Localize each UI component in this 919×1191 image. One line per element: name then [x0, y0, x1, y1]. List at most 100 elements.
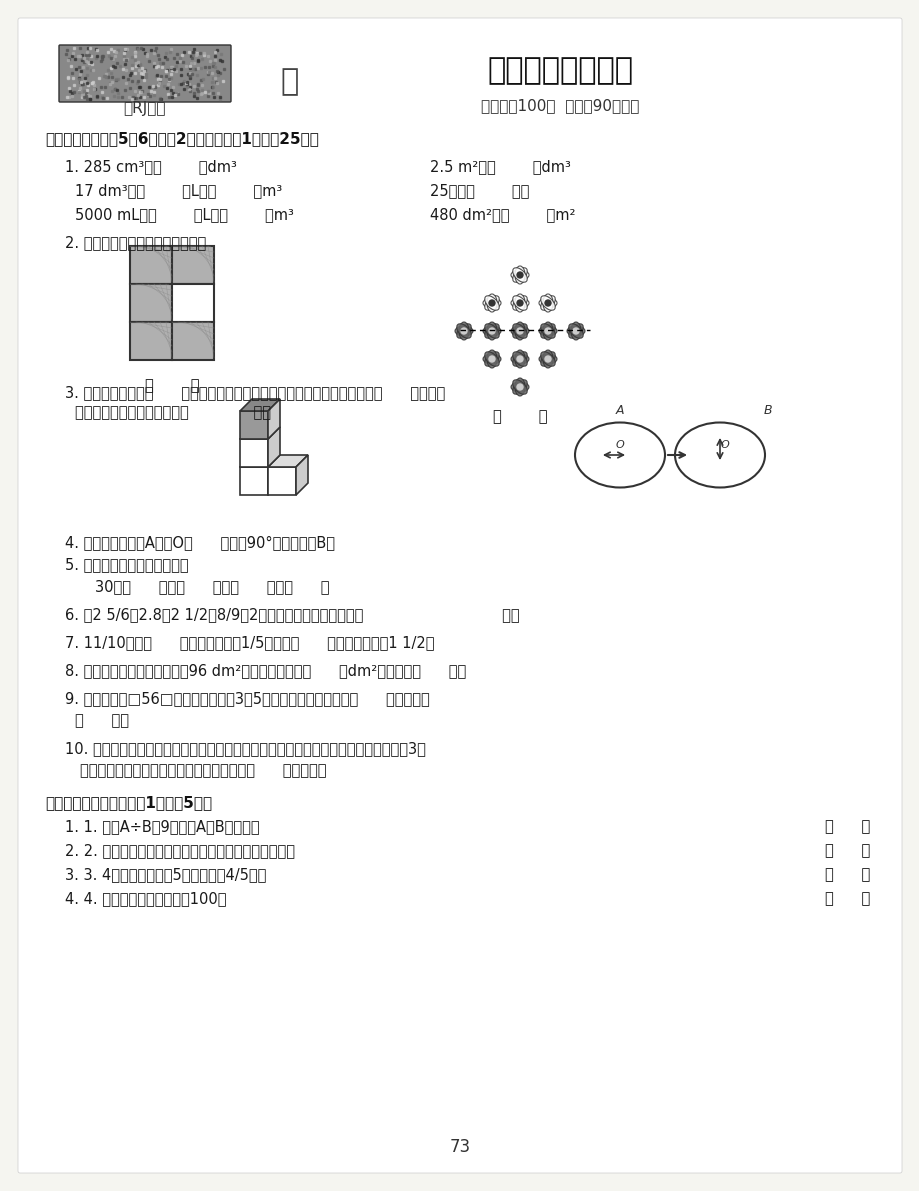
Ellipse shape	[512, 351, 527, 367]
Ellipse shape	[568, 324, 583, 338]
Ellipse shape	[482, 326, 501, 336]
Text: 2. 用分数表示下图中的阴影部分。: 2. 用分数表示下图中的阴影部分。	[65, 235, 206, 250]
Ellipse shape	[486, 322, 496, 339]
Text: 7. 11/10去掉（      ）个分数单位是1/5，增加（      ）个分数单位是1 1/2。: 7. 11/10去掉（ ）个分数单位是1/5，增加（ ）个分数单位是1 1/2。	[65, 635, 434, 650]
Polygon shape	[267, 455, 308, 467]
Text: 30＝（      ）＋（      ）＝（      ）－（      ）: 30＝（ ）＋（ ）＝（ ）－（ ）	[95, 579, 329, 594]
Circle shape	[489, 300, 494, 306]
Text: 3. 3. 4米长的铁丝分成5段，每段长4/5米。: 3. 3. 4米长的铁丝分成5段，每段长4/5米。	[65, 867, 267, 883]
Polygon shape	[267, 455, 279, 495]
Ellipse shape	[482, 298, 501, 308]
Ellipse shape	[540, 351, 555, 367]
Ellipse shape	[542, 322, 552, 339]
Ellipse shape	[455, 326, 472, 336]
Text: O: O	[615, 439, 624, 450]
Text: （      ）: （ ）	[823, 867, 869, 883]
Ellipse shape	[484, 351, 499, 367]
Text: 10. 陶叔叔生产了一批零件，其中有一个是次品（略轻一些）。如果用天平称，至少称3次: 10. 陶叔叔生产了一批零件，其中有一个是次品（略轻一些）。如果用天平称，至少称…	[65, 741, 425, 756]
Ellipse shape	[512, 295, 527, 311]
Circle shape	[516, 384, 522, 389]
Text: 480 dm²＝（        ）m²: 480 dm²＝（ ）m²	[429, 207, 575, 222]
Text: 6. 将2 5/6、2.8、2 1/2、8/9、2按从大到小的顺序排列是（                              ）。: 6. 将2 5/6、2.8、2 1/2、8/9、2按从大到小的顺序排列是（ ）。	[65, 607, 519, 622]
Ellipse shape	[510, 354, 528, 364]
Ellipse shape	[540, 295, 555, 311]
Ellipse shape	[540, 324, 555, 338]
Ellipse shape	[484, 324, 499, 338]
Text: （      ）。: （ ）。	[75, 713, 129, 728]
Text: （满分：100分  时间：90分钟）: （满分：100分 时间：90分钟）	[481, 98, 639, 113]
Text: （      ）: （ ）	[823, 843, 869, 858]
Ellipse shape	[540, 324, 555, 338]
Text: （        ）: （ ）	[144, 378, 199, 393]
Circle shape	[489, 328, 494, 333]
Circle shape	[516, 356, 522, 362]
Text: 9. 一个四位数□56□，要使它同时是3和5的倍数，这个数最大是（      ），最小是: 9. 一个四位数□56□，要使它同时是3和5的倍数，这个数最大是（ ），最小是	[65, 691, 429, 706]
Bar	[172, 322, 214, 360]
Ellipse shape	[512, 324, 527, 338]
Ellipse shape	[574, 423, 664, 487]
FancyBboxPatch shape	[18, 18, 901, 1173]
Ellipse shape	[484, 324, 499, 338]
Ellipse shape	[456, 324, 471, 338]
Text: 4. 右上图中，图形A绕点O（      ）旋转90°就得到图形B。: 4. 右上图中，图形A绕点O（ ）旋转90°就得到图形B。	[65, 535, 335, 550]
FancyBboxPatch shape	[59, 45, 231, 102]
Ellipse shape	[515, 350, 525, 368]
Circle shape	[544, 328, 550, 333]
Ellipse shape	[571, 322, 581, 339]
Ellipse shape	[515, 294, 525, 312]
Text: 5. 在括号里填上适当的质数。: 5. 在括号里填上适当的质数。	[65, 557, 188, 572]
Ellipse shape	[512, 351, 527, 367]
Polygon shape	[296, 455, 308, 495]
Text: 保证可以找出这个次品。陶叔叔最多生产了（      ）个零件。: 保证可以找出这个次品。陶叔叔最多生产了（ ）个零件。	[80, 763, 326, 778]
Ellipse shape	[510, 382, 528, 392]
Text: （      ）: （ ）	[823, 819, 869, 834]
Text: 17 dm³＝（        ）L＝（        ）m³: 17 dm³＝（ ）L＝（ ）m³	[75, 183, 282, 198]
Ellipse shape	[512, 380, 527, 394]
Polygon shape	[267, 467, 296, 495]
Ellipse shape	[510, 326, 528, 336]
Ellipse shape	[540, 295, 555, 311]
Text: 1. 1. 因为A÷B＝9，所以A是B的倍数。: 1. 1. 因为A÷B＝9，所以A是B的倍数。	[65, 819, 259, 834]
Ellipse shape	[512, 268, 527, 282]
Ellipse shape	[512, 324, 527, 338]
Ellipse shape	[484, 295, 499, 311]
Text: （RJ版）: （RJ版）	[124, 101, 166, 116]
Text: 25分＝（        ）时: 25分＝（ ）时	[429, 183, 528, 198]
Text: A: A	[615, 404, 624, 417]
Ellipse shape	[484, 351, 499, 367]
Text: （        ）: （ ）	[493, 409, 547, 424]
Text: 4. 4. 面积单位之间的进率是100。: 4. 4. 面积单位之间的进率是100。	[65, 891, 226, 906]
Ellipse shape	[542, 350, 552, 368]
Bar	[172, 283, 214, 322]
Ellipse shape	[512, 295, 527, 311]
Polygon shape	[240, 455, 279, 467]
Ellipse shape	[510, 298, 528, 308]
Circle shape	[516, 328, 522, 333]
Ellipse shape	[515, 266, 525, 283]
Text: 8. 一个正方体木箱的表面积是96 dm²，这个木箱占地（      ）dm²，体积是（      ）。: 8. 一个正方体木箱的表面积是96 dm²，这个木箱占地（ ）dm²，体积是（ …	[65, 663, 466, 678]
Ellipse shape	[486, 294, 496, 312]
Ellipse shape	[512, 268, 527, 282]
Ellipse shape	[459, 322, 469, 339]
Circle shape	[516, 272, 522, 278]
Bar	[130, 247, 172, 283]
Ellipse shape	[515, 378, 525, 395]
Ellipse shape	[512, 380, 527, 394]
Polygon shape	[240, 439, 267, 467]
Text: 1. 285 cm³＝（        ）dm³: 1. 285 cm³＝（ ）dm³	[65, 160, 236, 174]
Ellipse shape	[539, 298, 556, 308]
Ellipse shape	[482, 354, 501, 364]
Circle shape	[544, 356, 550, 362]
Ellipse shape	[515, 322, 525, 339]
Polygon shape	[267, 399, 279, 439]
Bar	[172, 247, 214, 283]
Polygon shape	[240, 467, 267, 495]
Bar	[130, 283, 172, 322]
Ellipse shape	[542, 294, 552, 312]
Text: 5000 mL＝（        ）L＝（        ）m³: 5000 mL＝（ ）L＝（ ）m³	[75, 207, 293, 222]
Text: 期末测评卷（三）: 期末测评卷（三）	[486, 56, 632, 85]
Ellipse shape	[486, 350, 496, 368]
Ellipse shape	[456, 324, 471, 338]
Circle shape	[460, 328, 467, 333]
Text: 3. 左下图中一共有（      ）个小正方体，如果拿走阴影部分的小正方体，从（      ）面看到: 3. 左下图中一共有（ ）个小正方体，如果拿走阴影部分的小正方体，从（ ）面看到	[65, 385, 445, 400]
